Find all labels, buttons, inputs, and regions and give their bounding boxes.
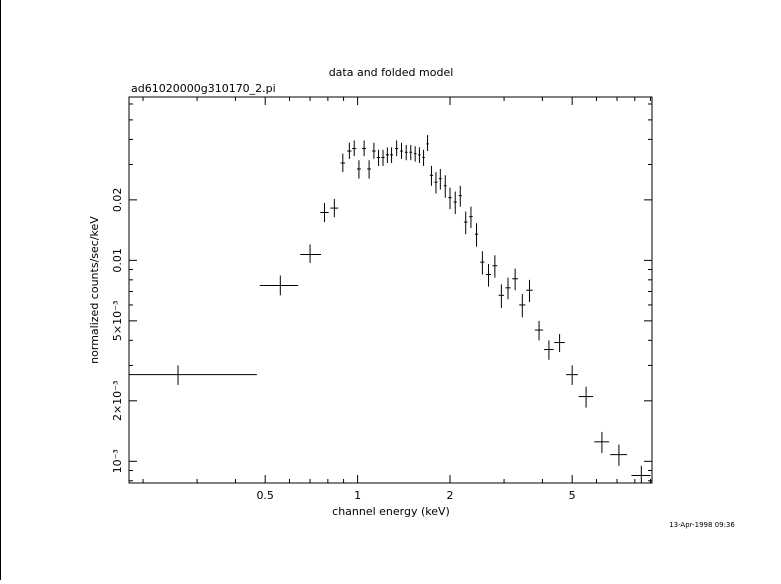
data-point xyxy=(631,465,651,483)
chart-subtitle: ad61020000g310170_2.pi xyxy=(131,82,276,95)
data-point xyxy=(594,431,610,453)
x-axis-ticks: 0.5 1 2 5 xyxy=(142,97,652,502)
y-tick-label: 2×10⁻³ xyxy=(111,381,124,421)
data-point xyxy=(610,444,628,466)
data-point xyxy=(385,147,389,164)
window-left-border xyxy=(0,0,1,580)
data-point xyxy=(480,251,485,275)
data-point xyxy=(505,277,511,300)
data-point xyxy=(438,168,442,190)
data-point xyxy=(372,142,376,159)
data-point xyxy=(458,185,462,207)
data-point xyxy=(426,135,429,152)
timestamp: 13-Apr-1998 09:36 xyxy=(669,521,735,529)
data-point xyxy=(404,145,408,161)
data-point xyxy=(356,160,361,179)
data-point xyxy=(381,149,385,166)
data-point xyxy=(418,147,421,164)
data-point xyxy=(566,365,578,385)
data-point xyxy=(422,149,425,166)
data-point xyxy=(544,340,554,360)
y-axis-ticks: 10⁻³ 2×10⁻³ 5×10⁻³ 0.01 0.02 xyxy=(111,103,652,482)
chart-title: data and folded model xyxy=(329,66,454,79)
data-point xyxy=(352,140,357,157)
y-tick-label: 0.01 xyxy=(111,248,124,273)
data-point xyxy=(347,142,352,159)
data-point xyxy=(486,263,492,287)
data-point xyxy=(448,187,452,210)
data-point xyxy=(409,145,413,161)
data-point xyxy=(492,255,498,278)
data-point xyxy=(367,160,371,179)
data-point xyxy=(578,386,594,408)
data-point xyxy=(469,206,473,228)
y-axis-label: normalized counts/sec/keV xyxy=(88,216,101,364)
data-point xyxy=(498,284,505,308)
data-point xyxy=(340,153,346,173)
data-point xyxy=(300,244,322,264)
data-point xyxy=(389,147,394,164)
data-point xyxy=(443,175,447,198)
y-tick-label: 5×10⁻³ xyxy=(111,301,124,341)
x-tick-label: 5 xyxy=(569,489,576,502)
x-tick-label: 1 xyxy=(354,489,361,502)
data-point xyxy=(453,191,457,215)
x-tick-label: 2 xyxy=(447,489,454,502)
plot-area-frame xyxy=(128,96,653,484)
data-point xyxy=(526,279,533,303)
data-point xyxy=(434,172,438,194)
x-axis-label: channel energy (keV) xyxy=(332,505,450,518)
data-point xyxy=(259,275,299,296)
data-point xyxy=(129,365,257,385)
data-point xyxy=(463,211,468,235)
y-tick-label: 0.02 xyxy=(111,188,124,213)
data-point xyxy=(474,223,479,247)
data-point xyxy=(554,334,565,352)
y-tick-label: 10⁻³ xyxy=(111,449,124,473)
data-point xyxy=(330,198,339,218)
data-points xyxy=(129,135,651,483)
data-point xyxy=(395,140,399,157)
x-tick-label: 0.5 xyxy=(256,489,274,502)
data-point xyxy=(320,202,329,223)
data-point xyxy=(429,165,433,186)
data-point xyxy=(512,268,518,291)
data-point xyxy=(413,146,417,162)
data-point xyxy=(400,142,403,159)
data-point xyxy=(519,294,526,318)
data-point xyxy=(362,140,367,157)
data-point xyxy=(376,149,381,166)
data-point xyxy=(534,320,544,341)
